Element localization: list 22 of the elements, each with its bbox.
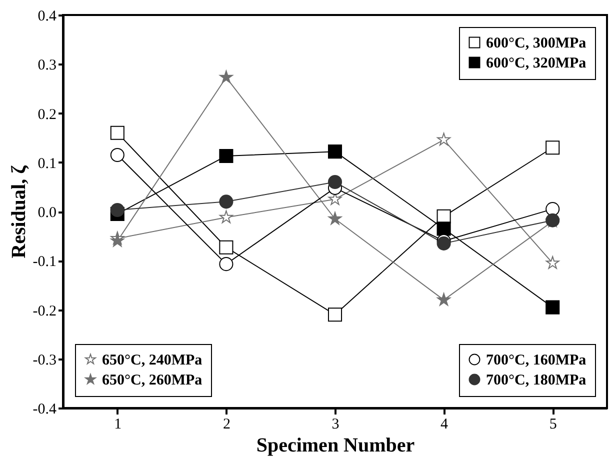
legend-label: 700°C, 160MPa — [486, 352, 587, 368]
x-tick-label: 3 — [332, 416, 340, 432]
x-tick-label: 2 — [222, 416, 230, 432]
legend-label: 700°C, 180MPa — [486, 372, 587, 388]
y-tick-label: 0.4 — [38, 8, 57, 24]
legend-label: 650°C, 260MPa — [102, 372, 203, 388]
y-axis-title: Residual, ζ — [8, 164, 30, 258]
y-tick-label: 0.0 — [38, 205, 56, 221]
y-tick-label: -0.4 — [32, 402, 57, 418]
legend-label: 600°C, 300MPa — [486, 36, 587, 52]
legend-label: 650°C, 240MPa — [102, 352, 203, 368]
y-tick-label: 0.2 — [38, 106, 56, 123]
legend-label: 600°C, 320MPa — [486, 56, 587, 72]
x-tick-label: 4 — [440, 416, 449, 432]
y-tick-label: 0.1 — [38, 156, 56, 172]
x-axis-title: Specimen Number — [256, 434, 415, 456]
x-tick-label: 5 — [549, 416, 557, 432]
y-tick-label: -0.2 — [32, 303, 56, 320]
y-tick-label: -0.1 — [32, 254, 56, 270]
x-tick-label: 1 — [114, 416, 122, 432]
y-tick-label: 0.3 — [38, 58, 56, 74]
y-tick-label: -0.3 — [32, 352, 56, 368]
